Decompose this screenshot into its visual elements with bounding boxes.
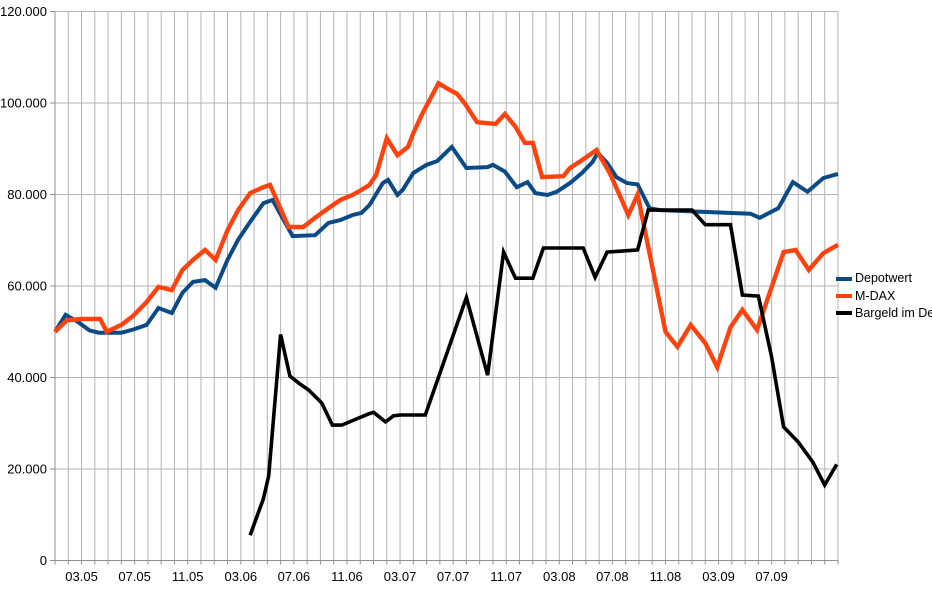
mdax-line-marker — [836, 293, 852, 298]
x-axis-label: 07.09 — [755, 569, 788, 584]
legend-label-bargeld: Bargeld im Depot — [855, 305, 932, 320]
legend-item-mdax: M-DAX — [836, 287, 932, 304]
y-axis-label: 60.000 — [7, 279, 47, 294]
series-line-depotwert — [53, 143, 839, 335]
x-axis-label: 07.06 — [278, 569, 311, 584]
x-axis-label: 11.05 — [172, 569, 204, 584]
y-axis-label: 100.000 — [0, 96, 47, 111]
x-axis-label: 11.07 — [490, 569, 522, 584]
x-axis-label: 03.09 — [702, 569, 735, 584]
legend-item-depotwert: Depotwert — [836, 270, 932, 287]
x-axis-label: 07.07 — [437, 569, 470, 584]
legend-label-depotwert: Depotwert — [855, 271, 912, 286]
y-axis-label: 80.000 — [7, 187, 47, 202]
y-axis-label: 0 — [40, 553, 47, 568]
y-axis-label: 40.000 — [7, 370, 47, 385]
y-axis-label: 120.000 — [0, 4, 47, 19]
series-line-bargeld-im-depot — [248, 208, 839, 536]
bargeld-line-marker — [836, 311, 852, 316]
chart-legend: Depotwert M-DAX Bargeld im Depot — [836, 270, 932, 322]
x-axis-label: 03.06 — [225, 569, 258, 584]
y-axis-label: 20.000 — [7, 462, 47, 477]
x-axis-label: 11.08 — [650, 569, 682, 584]
x-axis-label: 03.08 — [543, 569, 576, 584]
x-axis-label: 03.05 — [65, 569, 98, 584]
x-axis-label: 07.05 — [118, 569, 151, 584]
depotwert-line-marker — [836, 276, 852, 281]
legend-item-bargeld: Bargeld im Depot — [836, 305, 932, 322]
x-axis-label: 11.06 — [331, 569, 363, 584]
x-axis-label: 03.07 — [384, 569, 417, 584]
series-line-m-dax — [53, 80, 840, 373]
x-axis-label: 07.08 — [596, 569, 629, 584]
legend-label-mdax: M-DAX — [855, 288, 896, 303]
